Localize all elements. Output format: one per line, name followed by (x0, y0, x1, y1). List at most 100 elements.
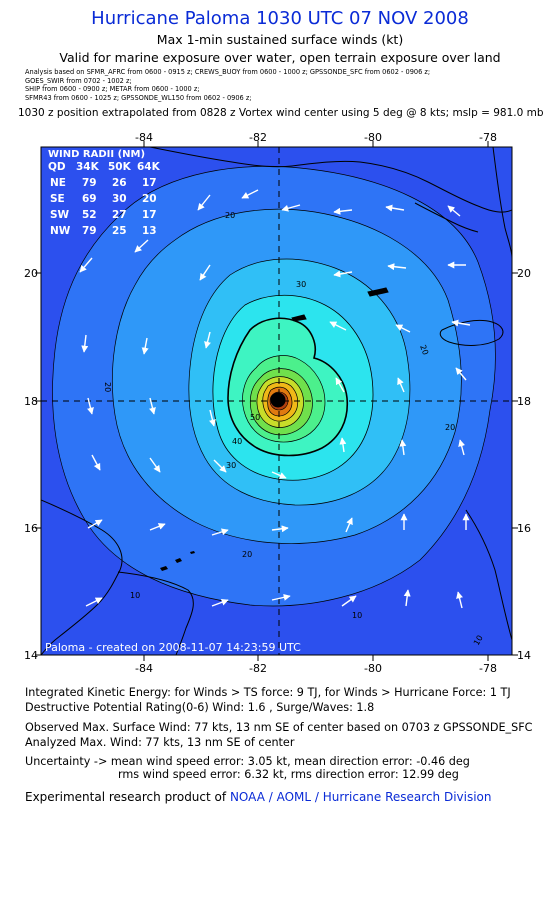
x-tick-top: -80 (364, 131, 382, 144)
y-tick-left: 16 (24, 522, 38, 535)
wind-arrow (209, 409, 216, 427)
contour-label: 10 (472, 634, 485, 647)
analysis-sources: Analysis based on SFMR_AFRC from 0600 - … (25, 68, 430, 102)
wind-arrow (85, 597, 103, 607)
wind-arrow (387, 263, 407, 271)
wind-arrow (385, 204, 405, 212)
wind-arrow (397, 377, 405, 393)
wind-arrow (333, 270, 353, 278)
wind-field-map: 20 30 20 20 20 30 40 50 20 10 10 10 WIND… (24, 131, 531, 675)
wind-radii-cell: 26 (112, 177, 127, 189)
wind-radii-cell: 17 (142, 209, 157, 221)
wind-arrow (447, 205, 461, 217)
wind-arrow (335, 377, 345, 393)
analysis-line: SFMR43 from 0600 - 1025 z; GPSSONDE_WL15… (25, 93, 252, 102)
wind-radii-header: 64K (137, 161, 161, 173)
creation-credit: Paloma - created on 2008-11-07 14:23:59 … (45, 641, 301, 654)
wind-radii-cell: NE (50, 177, 66, 189)
wind-radii-header: 34K (76, 161, 100, 173)
hrd-link[interactable]: NOAA / AOML / Hurricane Research Divisio… (229, 790, 492, 804)
y-tick-right: 18 (517, 395, 531, 408)
x-tick-top: -82 (249, 131, 267, 144)
x-tick-bottom: -84 (135, 662, 153, 675)
wind-arrow (403, 589, 411, 607)
product-prefix: Experimental research product of (25, 790, 227, 804)
wind-arrow (271, 471, 287, 479)
wind-arrow (399, 439, 407, 456)
wind-radii-cell: SW (50, 209, 70, 221)
wind-arrow (149, 397, 156, 415)
wind-radii-header: QD (48, 161, 66, 173)
colombia-coastline (465, 509, 512, 641)
jamaica-coastline (439, 319, 504, 346)
position-note: 1030 z position extrapolated from 0828 z… (18, 107, 544, 119)
subtitle-exposure: Valid for marine exposure over water, op… (59, 50, 501, 65)
page-title: Hurricane Paloma 1030 UTC 07 NOV 2008 (91, 8, 469, 29)
contour-label: 40 (232, 437, 242, 446)
wind-radii-cell: 13 (142, 225, 157, 237)
analysis-line: GOES_SWIR from 0702 - 1002 z; (25, 76, 132, 85)
contour-label: 20 (242, 550, 252, 559)
wind-arrow (87, 519, 103, 529)
y-tick-left: 18 (24, 395, 38, 408)
observed-max-wind: Observed Max. Surface Wind: 77 kts, 13 n… (25, 721, 533, 734)
wind-arrow (199, 264, 211, 281)
uncertainty-rms: rms wind speed error: 6.32 kt, rms direc… (118, 768, 459, 781)
wind-arrow (271, 525, 289, 533)
wind-arrow (81, 334, 89, 353)
wind-radii-cell: 27 (112, 209, 127, 221)
wind-arrow (197, 194, 211, 211)
x-tick-top: -78 (479, 131, 497, 144)
analysis-line: Analysis based on SFMR_AFRC from 0600 - … (25, 68, 431, 76)
cuba-coastline (149, 147, 512, 213)
x-tick-bottom: -78 (479, 662, 497, 675)
contour-label: 20 (103, 382, 112, 392)
wind-arrow (91, 454, 101, 471)
x-tick-bottom: -82 (249, 662, 267, 675)
wind-arrow (241, 189, 259, 199)
wind-radii-cell: 52 (82, 209, 97, 221)
wind-arrow (149, 457, 161, 473)
analysis-line: SHIP from 0600 - 0900 z; METAR from 0600… (25, 85, 200, 94)
wind-arrow (456, 591, 463, 609)
wind-arrow (149, 523, 166, 531)
destructive-potential: Destructive Potential Rating(0-6) Wind: … (25, 701, 375, 714)
wind-radii-cell: 20 (142, 193, 157, 205)
analyzed-max-wind: Analyzed Max. Wind: 77 kts, 13 nm SE of … (25, 736, 295, 749)
wind-arrow (204, 331, 211, 349)
contour-label: 50 (250, 413, 260, 422)
wind-arrow (339, 437, 347, 453)
contour-label: 20 (225, 211, 235, 220)
wind-arrow (395, 324, 411, 333)
contour-label: 30 (296, 280, 306, 289)
contour-label: 20 (445, 423, 455, 432)
wind-arrow (211, 598, 229, 607)
wind-arrow (333, 207, 353, 215)
y-tick-right: 20 (517, 267, 531, 280)
x-tick-bottom: -80 (364, 662, 382, 675)
wind-vectors (79, 189, 471, 609)
cuba-south-coast (414, 202, 479, 233)
wind-radii-cell: 79 (82, 225, 97, 237)
wind-arrow (341, 595, 357, 607)
y-tick-left: 20 (24, 267, 38, 280)
honduras-coastline (41, 499, 123, 655)
wind-radii-cell: 17 (142, 177, 157, 189)
y-tick-right: 16 (517, 522, 531, 535)
wind-radii-cell: 69 (82, 193, 97, 205)
wind-radii-title: WIND RADII (NM) (48, 149, 145, 160)
wind-arrow (451, 319, 471, 327)
mosquitia-coast (117, 571, 194, 655)
wind-radii-cell: 30 (112, 193, 127, 205)
storm-center-marker (270, 392, 286, 408)
contour-label: 10 (352, 611, 362, 620)
y-tick-right: 14 (517, 649, 531, 662)
wind-radii-cell: SE (50, 193, 65, 205)
wind-arrow (134, 239, 149, 253)
x-tick-top: -84 (135, 131, 153, 144)
wind-radii-cell: 25 (112, 225, 127, 237)
wind-arrow (87, 397, 94, 415)
wind-arrow (458, 439, 466, 456)
contour-label: 30 (226, 461, 236, 470)
contour-label: 10 (130, 591, 140, 600)
